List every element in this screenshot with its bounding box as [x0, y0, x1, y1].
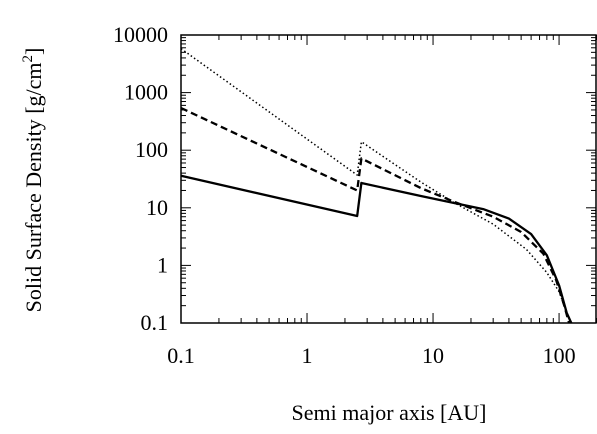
x-axis-label: Semi major axis [AU] [292, 400, 487, 425]
y-axis-label-exponent: 2 [20, 55, 36, 63]
y-tick-label: 1000 [124, 80, 168, 105]
y-tick-label: 0.1 [141, 310, 169, 335]
y-axis-label-main: Solid Surface Density [g/cm [21, 62, 46, 312]
series-group [180, 48, 573, 324]
x-tick-label: 100 [543, 343, 576, 368]
y-tick-label: 100 [135, 137, 168, 162]
series-line-dotted [180, 48, 572, 324]
y-tick-labels: 0.1 1 10 100 1000 10000 [113, 22, 168, 335]
y-axis-label-close: ] [21, 48, 46, 55]
series-line-dashed [180, 106, 571, 324]
x-tick-labels: 0.1 1 10 100 [167, 343, 575, 368]
x-tick-label: 0.1 [167, 343, 195, 368]
series-line-solid [180, 174, 573, 324]
y-axis-label: Solid Surface Density [g/cm2] [20, 48, 46, 313]
y-tick-label: 10000 [113, 22, 168, 47]
plot-frame [180, 34, 597, 324]
x-tick-label: 1 [302, 343, 313, 368]
axis-ticks [180, 34, 597, 324]
y-tick-label: 10 [146, 195, 168, 220]
x-tick-label: 10 [422, 343, 444, 368]
y-tick-label: 1 [157, 252, 168, 277]
